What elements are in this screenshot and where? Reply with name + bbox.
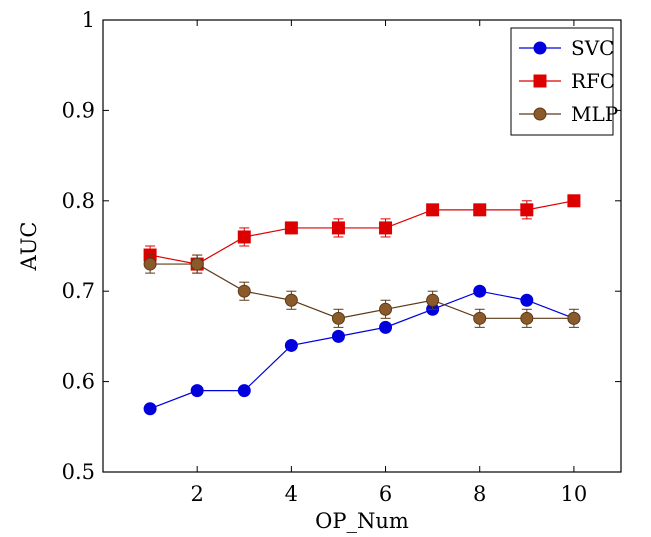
data-point-mlp (567, 311, 581, 325)
y-tick-label: 0.8 (62, 189, 95, 213)
series-rfc-line (149, 200, 575, 265)
data-point-rfc (379, 221, 393, 235)
series-rfc (143, 194, 581, 274)
data-point-mlp (520, 311, 534, 325)
data-point-rfc (473, 203, 487, 217)
data-point-rfc (331, 221, 345, 235)
y-tick-label: 0.5 (62, 460, 95, 484)
series-mlp-line (150, 263, 574, 319)
data-point-svc (331, 329, 345, 343)
x-tick-label: 2 (190, 482, 203, 506)
data-point-svc (284, 338, 298, 352)
y-tick-label: 0.7 (62, 279, 95, 303)
series-mlp (143, 254, 581, 328)
data-point-svc (379, 320, 393, 334)
data-point-svc (473, 284, 487, 298)
data-point-rfc (426, 203, 440, 217)
legend-label-svc: SVC (571, 36, 614, 60)
data-point-svc (520, 293, 534, 307)
data-point-rfc (237, 230, 251, 244)
legend-marker-mlp (533, 107, 547, 121)
x-tick-label: 10 (561, 482, 588, 506)
legend-label-mlp: MLP (571, 102, 618, 126)
series-layer (143, 194, 581, 416)
legend-marker-svc (533, 41, 547, 55)
data-point-svc (237, 384, 251, 398)
data-point-mlp (426, 293, 440, 307)
data-point-rfc (520, 203, 534, 217)
x-axis-label: OP_Num (315, 509, 409, 533)
legend: SVC RFC MLP (510, 27, 618, 136)
data-point-mlp (473, 311, 487, 325)
y-tick-label: 1 (82, 8, 95, 32)
y-tick-label: 0.9 (62, 98, 95, 122)
x-tick-label: 8 (473, 482, 486, 506)
plot-frame (102, 19, 622, 473)
legend-label-rfc: RFC (571, 69, 615, 93)
data-point-svc (143, 402, 157, 416)
x-tick-label: 4 (285, 482, 298, 506)
data-point-mlp (237, 284, 251, 298)
legend-marker-rfc (533, 74, 547, 88)
series-svc (143, 284, 581, 416)
data-point-rfc (284, 221, 298, 235)
data-point-mlp (143, 257, 157, 271)
data-point-rfc (567, 194, 581, 208)
data-point-mlp (190, 257, 204, 271)
x-tick-label: 6 (379, 482, 392, 506)
series-svc-line (149, 290, 575, 410)
data-point-mlp (379, 302, 393, 316)
y-tick-label: 0.6 (62, 370, 95, 394)
data-point-mlp (331, 311, 345, 325)
data-point-svc (190, 384, 204, 398)
y-axis-label: AUC (17, 222, 41, 272)
data-point-mlp (284, 293, 298, 307)
axis-ticks: 2 4 6 8 10 0.5 0.6 0.7 0.8 0.9 1 (62, 8, 621, 506)
